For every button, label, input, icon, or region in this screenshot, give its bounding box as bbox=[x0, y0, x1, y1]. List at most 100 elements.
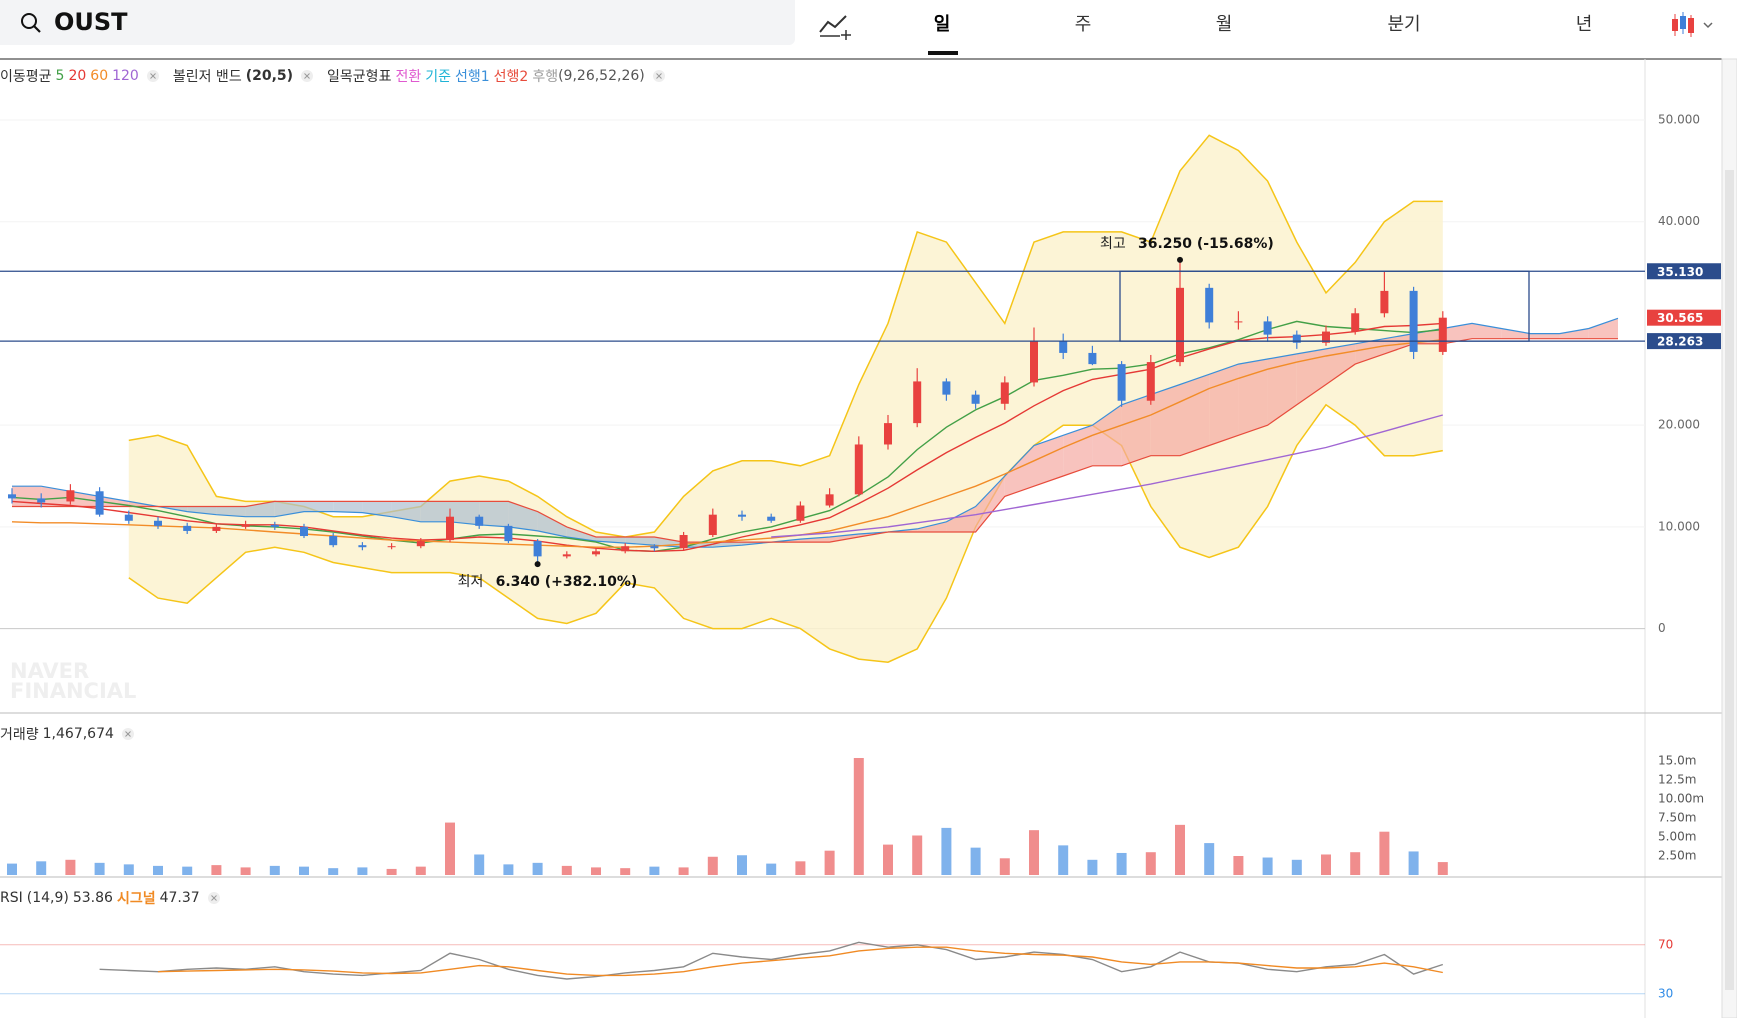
y-tick-label: 7.50m bbox=[1658, 811, 1696, 825]
volume-legend: 거래량 1,467,674 bbox=[0, 724, 148, 744]
ichimoku-cloud bbox=[1209, 364, 1239, 446]
legend-value: 53.86 bbox=[72, 890, 113, 906]
draw-tool-icon[interactable] bbox=[818, 12, 852, 40]
ichimoku-cloud bbox=[391, 501, 421, 522]
volume-bar bbox=[1262, 857, 1273, 875]
volume-bar bbox=[1408, 851, 1419, 875]
ichimoku-cloud bbox=[712, 542, 742, 548]
ichimoku-cloud bbox=[1063, 425, 1093, 477]
volume-bar bbox=[299, 866, 309, 875]
candle-body bbox=[8, 494, 16, 499]
search-text: OUST bbox=[54, 8, 128, 36]
ichimoku-span bbox=[12, 317, 1619, 548]
period-tab[interactable]: 월 bbox=[1215, 14, 1233, 35]
candle-body bbox=[1088, 352, 1097, 365]
candle-body bbox=[329, 536, 338, 546]
volume-bar bbox=[707, 856, 718, 875]
scrollbar-thumb[interactable] bbox=[1725, 170, 1734, 990]
remove-indicator[interactable] bbox=[146, 70, 159, 82]
toolbar: OUST 일 주 월 분기 년 bbox=[0, 0, 1737, 58]
search-icon bbox=[21, 13, 41, 33]
candle-body bbox=[1030, 340, 1038, 383]
remove-indicator[interactable] bbox=[121, 728, 134, 740]
volume-bar bbox=[912, 835, 923, 875]
moving-average bbox=[11, 339, 1443, 548]
volume-bar bbox=[1350, 852, 1361, 875]
legend-item: 시그널 bbox=[116, 891, 156, 907]
candle-body bbox=[475, 516, 484, 526]
candle-body bbox=[796, 505, 805, 521]
volume-bar bbox=[561, 865, 572, 875]
candle-body bbox=[1059, 340, 1068, 353]
chart-type-icon[interactable] bbox=[1670, 10, 1720, 40]
period-tab[interactable]: 분기 bbox=[1387, 14, 1421, 35]
ichimoku-cloud bbox=[245, 501, 275, 517]
price-tag-label: 28.263 bbox=[1657, 335, 1703, 349]
y-tick-label: 2.50m bbox=[1658, 849, 1696, 863]
remove-indicator[interactable] bbox=[652, 70, 665, 82]
volume-bar bbox=[503, 864, 514, 875]
candle-body bbox=[95, 491, 104, 515]
annotation-label: 최고 bbox=[1100, 236, 1126, 252]
volume-bar bbox=[240, 867, 251, 875]
volume-bar bbox=[328, 868, 339, 875]
legend-item: 전환 bbox=[395, 69, 422, 85]
candle-body bbox=[1176, 287, 1184, 363]
volume-bar bbox=[445, 822, 455, 875]
ichimoku-cloud bbox=[1180, 374, 1210, 456]
legend-title: 이동평균 bbox=[0, 69, 52, 85]
ichimoku-cloud bbox=[1559, 328, 1589, 339]
candle-body bbox=[37, 498, 46, 503]
candle-body bbox=[884, 423, 892, 445]
legend-title: 볼린저 밴드 bbox=[172, 69, 242, 85]
moving-average bbox=[771, 414, 1443, 538]
period-tab[interactable]: 년 bbox=[1575, 14, 1593, 35]
candle-body bbox=[1351, 313, 1360, 332]
ichimoku-cloud bbox=[420, 501, 450, 522]
ichimoku-cloud bbox=[508, 501, 538, 531]
volume-bar bbox=[678, 867, 689, 875]
candle-body bbox=[1205, 287, 1214, 323]
price-tag-label: 35.130 bbox=[1657, 265, 1703, 279]
legend-item: 5 bbox=[55, 68, 65, 84]
period-tab[interactable]: 주 bbox=[1074, 14, 1092, 35]
search-box[interactable]: OUST bbox=[0, 0, 795, 45]
candle-body bbox=[1409, 290, 1418, 352]
ichimoku-cloud bbox=[829, 533, 859, 543]
volume-bar bbox=[65, 859, 76, 875]
volume-bar bbox=[386, 868, 397, 875]
volume-bar bbox=[269, 865, 280, 875]
annotation-value: 36.250 (-15.68%) bbox=[1138, 236, 1274, 252]
candle-body bbox=[358, 545, 367, 548]
moving-average bbox=[11, 320, 1443, 553]
volume-bar bbox=[415, 866, 426, 875]
legend-params: (14,9) bbox=[26, 890, 69, 906]
ichimoku-cloud bbox=[1034, 435, 1064, 487]
legend-params: (9,26,52,26) bbox=[558, 68, 645, 84]
volume-bar bbox=[7, 863, 17, 875]
remove-indicator[interactable] bbox=[207, 892, 220, 904]
candle-body bbox=[825, 494, 834, 506]
y-tick-label: 70 bbox=[1658, 937, 1673, 951]
ichimoku-cloud bbox=[1501, 328, 1531, 339]
legend-title: RSI bbox=[0, 890, 23, 906]
bollinger-upper bbox=[128, 134, 1443, 538]
ichimoku-cloud bbox=[479, 501, 509, 527]
volume-bar bbox=[1116, 852, 1127, 875]
ichimoku-span bbox=[12, 338, 1618, 543]
candle-body bbox=[679, 535, 688, 549]
legend-item: 60 bbox=[90, 68, 109, 84]
candle-body bbox=[1380, 290, 1389, 314]
volume-bar bbox=[1321, 854, 1331, 875]
ichimoku-cloud bbox=[216, 506, 246, 517]
period-tab[interactable]: 일 bbox=[933, 14, 951, 35]
legend-params: (20,5) bbox=[245, 68, 294, 84]
ichimoku-cloud bbox=[917, 521, 947, 532]
remove-indicator[interactable] bbox=[301, 70, 314, 82]
ichimoku-cloud bbox=[1092, 404, 1122, 466]
annotation-dot bbox=[534, 561, 541, 568]
y-tick-label: 15.0m bbox=[1658, 754, 1696, 768]
volume-bar bbox=[36, 861, 47, 875]
